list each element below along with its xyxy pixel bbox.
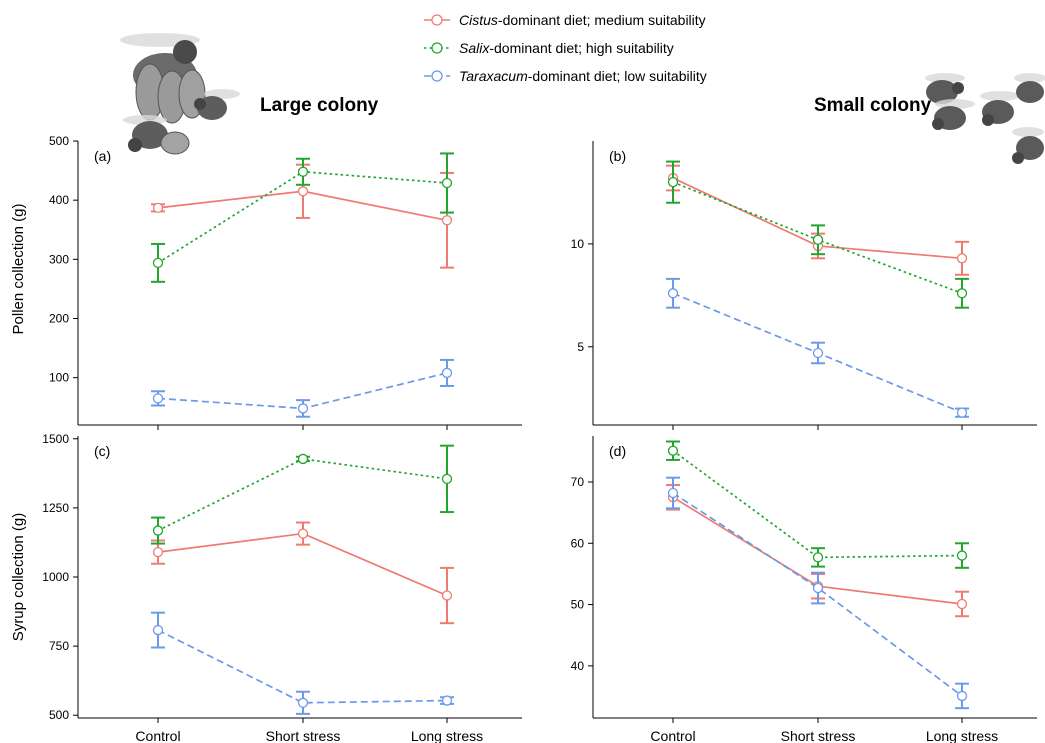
y-tick-label: 10 <box>571 237 585 251</box>
series-line <box>157 629 448 704</box>
series-line <box>672 492 963 697</box>
data-point <box>441 177 453 189</box>
data-point <box>297 403 309 414</box>
y-tick-label: 40 <box>571 659 585 673</box>
series-salix <box>151 152 454 283</box>
x-tick-label: Control <box>650 728 695 743</box>
panel-label: (d) <box>609 443 626 459</box>
data-point <box>152 202 164 214</box>
series-salix <box>666 440 969 569</box>
series-cistus <box>151 521 454 625</box>
x-tick-label: Long stress <box>411 728 483 743</box>
bumblebee-small-icon <box>194 89 240 120</box>
x-tick-label: Long stress <box>926 728 998 743</box>
series-salix <box>666 160 969 309</box>
legend-marker-salix <box>431 42 443 54</box>
legend-label-cistus: Cistus-dominant diet; medium suitability <box>459 12 706 28</box>
y-tick-label: 300 <box>49 252 69 266</box>
panel-c: 500 750 1000 1250 1500 Control Short stress Lon… <box>42 432 522 743</box>
legend-item-salix: Salix-dominant diet; high suitability <box>424 40 674 56</box>
data-point <box>441 215 453 226</box>
data-point <box>152 257 164 269</box>
y-tick-label: 50 <box>571 598 585 612</box>
y-tick-label: 750 <box>49 639 69 653</box>
data-point <box>152 525 164 536</box>
data-point <box>297 166 309 177</box>
legend-item-taraxacum: Taraxacum-dominant diet; low suitability <box>424 68 707 84</box>
bumblebee-workers-icon <box>925 73 1045 164</box>
data-point <box>956 598 968 610</box>
data-point <box>956 288 968 299</box>
y-tick-label: 1250 <box>42 501 69 515</box>
data-point <box>956 407 968 418</box>
data-point <box>441 473 453 485</box>
series-line <box>157 458 448 532</box>
legend-marker-cistus <box>431 14 443 26</box>
data-point <box>441 590 453 601</box>
data-point <box>667 288 679 299</box>
data-point <box>152 393 164 404</box>
panel-b: 5 10 (b) <box>571 141 1037 430</box>
y-tick-label: 60 <box>571 536 585 550</box>
series-taraxacum <box>151 611 454 715</box>
series-line <box>672 450 963 559</box>
panel-a: 100 200 300 400 500 (a) <box>49 134 522 430</box>
data-point <box>812 552 824 563</box>
bumblebee-queen-and-workers-icon <box>120 33 240 155</box>
legend-marker-taraxacum <box>431 70 443 82</box>
series-taraxacum <box>666 277 969 418</box>
data-point <box>667 487 679 499</box>
column-title-small: Small colony <box>814 95 932 116</box>
series-salix <box>151 444 454 545</box>
panel-d: 40 50 60 70 Control Short stress Long stress (d… <box>571 436 1037 743</box>
legend-label-salix: Salix-dominant diet; high suitability <box>459 40 674 56</box>
series-taraxacum <box>666 476 969 710</box>
data-point <box>956 550 968 561</box>
ylabel-syrup: Syrup collection (g) <box>10 513 27 641</box>
panel-label: (a) <box>94 148 111 164</box>
data-point <box>812 582 824 594</box>
data-point <box>667 177 679 188</box>
series-taraxacum <box>151 358 454 418</box>
bumblebee-large-icon <box>120 33 206 124</box>
data-point <box>812 234 824 245</box>
data-point <box>152 624 164 636</box>
data-point <box>297 697 309 708</box>
x-tick-label: Short stress <box>266 728 341 743</box>
y-tick-label: 1000 <box>42 570 69 584</box>
data-point <box>441 695 453 706</box>
y-tick-label: 1500 <box>42 432 69 446</box>
data-point <box>956 690 968 702</box>
y-tick-label: 400 <box>49 193 69 207</box>
column-title-large: Large colony <box>260 95 379 116</box>
data-point <box>297 528 309 539</box>
bumblebee-pollen-icon <box>123 115 190 155</box>
data-point <box>297 453 309 465</box>
y-tick-label: 500 <box>49 708 69 722</box>
data-point <box>441 367 453 379</box>
ylabel-pollen: Pollen collection (g) <box>10 204 27 335</box>
legend-label-taraxacum: Taraxacum-dominant diet; low suitability <box>459 68 707 84</box>
x-tick-label: Short stress <box>781 728 856 743</box>
panel-label: (c) <box>94 443 110 459</box>
y-tick-label: 200 <box>49 312 69 326</box>
data-point <box>152 546 164 558</box>
data-point <box>667 445 679 456</box>
x-tick-label: Control <box>135 728 180 743</box>
data-point <box>956 253 968 264</box>
data-point <box>297 186 309 197</box>
legend: Cistus-dominant diet; medium suitability… <box>424 12 707 84</box>
series-cistus <box>666 164 969 276</box>
y-tick-label: 100 <box>49 371 69 385</box>
legend-item-cistus: Cistus-dominant diet; medium suitability <box>424 12 706 28</box>
y-tick-label: 5 <box>577 340 584 354</box>
data-point <box>812 347 824 359</box>
y-tick-label: 500 <box>49 134 69 148</box>
y-tick-label: 70 <box>571 475 585 489</box>
panel-label: (b) <box>609 148 626 164</box>
